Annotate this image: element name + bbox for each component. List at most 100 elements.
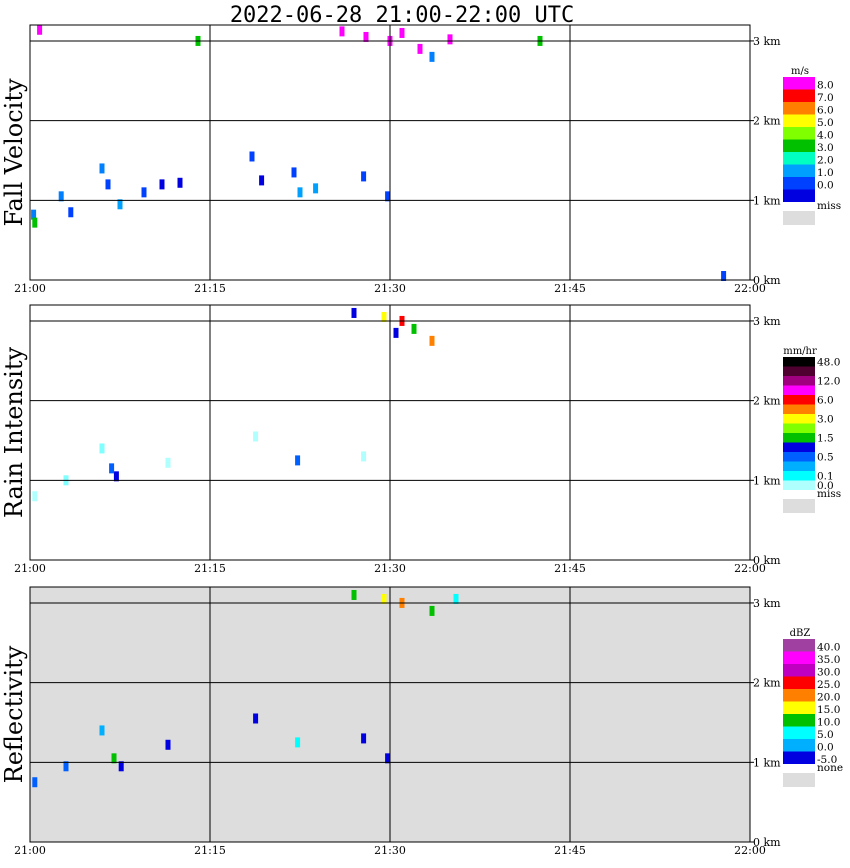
plot-frame (29, 304, 751, 561)
y-tick-label: 2 km (753, 395, 781, 408)
legend-unit: mm/hr (783, 346, 817, 357)
echo-mark (385, 753, 391, 764)
legend-label: 10.0 (817, 717, 840, 729)
echo-mark (295, 455, 301, 466)
x-tick-label: 21:00 (14, 844, 46, 857)
plot-frame (29, 586, 751, 843)
legend-swatch (783, 189, 815, 202)
legend-unit: m/s (791, 66, 809, 77)
legend-swatch (783, 471, 815, 481)
legend-swatch (783, 366, 815, 376)
y-tick-label: 2 km (753, 677, 781, 690)
echo-mark (58, 191, 64, 202)
y-tick-label: 3 km (753, 315, 781, 328)
legend-swatch (783, 152, 815, 165)
echo-mark (381, 311, 387, 322)
echo-mark (253, 431, 259, 442)
panel-ylabel: Reflectivity (0, 645, 28, 783)
y-tick-label: 2 km (753, 115, 781, 128)
panel-1: 21:00 21:15 21:30 21:45 22:000 km 1 km 2 km 3 k… (0, 24, 841, 295)
legend-label: 48.0 (817, 357, 840, 369)
legend-swatch (783, 177, 815, 190)
echo-mark (63, 761, 69, 772)
echo-mark (111, 753, 117, 764)
echo-mark (295, 737, 301, 748)
legend-swatch (783, 639, 815, 652)
legend-swatch (783, 433, 815, 443)
echo-mark (159, 179, 165, 190)
legend-label: 8.0 (817, 80, 834, 92)
x-tick-label: 21:45 (554, 562, 586, 575)
legend-swatch (783, 751, 815, 764)
panels: 21:00 21:15 21:30 21:45 22:000 km1 km2 km3 k… (0, 24, 843, 857)
legend-label: 0.0 (817, 742, 834, 754)
panel-3: 21:00 21:15 21:30 21:45 22:000 km 1 km 2 km 3 k… (0, 586, 843, 857)
echo-mark (105, 179, 111, 190)
echo-mark (361, 451, 367, 462)
legend-missing-label: miss (817, 488, 841, 500)
legend-label: 5.0 (817, 729, 834, 741)
x-tick-label: 22:00 (734, 844, 766, 857)
x-tick-label: 21:00 (14, 562, 46, 575)
echo-mark (32, 777, 38, 788)
echo-mark (381, 593, 387, 604)
echo-mark (32, 491, 38, 502)
legend-missing-label: none (817, 762, 843, 774)
legend-swatch (783, 404, 815, 414)
legend-swatch (783, 385, 815, 395)
legend-label: 0.1 (817, 471, 834, 483)
legend-swatch (783, 357, 815, 367)
y-tick-label: 1 km (753, 756, 781, 769)
legend-swatch (783, 664, 815, 677)
x-tick-label: 21:15 (194, 562, 226, 575)
echo-mark (165, 457, 171, 468)
x-tick-label: 21:30 (374, 282, 406, 295)
legend-swatch (783, 102, 815, 115)
legend-swatch (783, 77, 815, 90)
legend-swatch (783, 689, 815, 702)
x-tick-label: 21:30 (374, 562, 406, 575)
legend-swatch (783, 739, 815, 752)
echo-mark (429, 51, 435, 62)
legend-missing-swatch (783, 499, 815, 513)
echo-mark (393, 327, 399, 338)
echo-mark (99, 725, 105, 736)
legend-label: 0.0 (817, 480, 834, 492)
legend-swatch (783, 395, 815, 405)
y-tick-label: 0 km (753, 836, 781, 849)
legend-label: 7.0 (817, 92, 834, 104)
legend-swatch (783, 423, 815, 433)
echo-mark (447, 34, 453, 45)
echo-mark (117, 199, 123, 210)
echo-mark (351, 307, 357, 318)
legend-swatch (783, 127, 815, 140)
legend-swatch (783, 452, 815, 462)
legend-swatch (783, 480, 815, 490)
y-tick-label: 0 km (753, 554, 781, 567)
echo-mark (99, 163, 105, 174)
panel-2: 21:00 21:15 21:30 21:45 22:000 km 1 km 2 km 3 k… (0, 304, 841, 575)
echo-mark (99, 443, 105, 454)
x-tick-label: 22:00 (734, 282, 766, 295)
legend-label: 0.0 (817, 180, 834, 192)
x-tick-label: 21:30 (374, 844, 406, 857)
echo-mark (31, 209, 37, 220)
echo-mark (351, 589, 357, 600)
echo-mark (249, 151, 255, 162)
legend-swatch (783, 651, 815, 664)
legend-swatch (783, 676, 815, 689)
x-tick-label: 21:15 (194, 844, 226, 857)
echo-mark (297, 187, 303, 198)
echo-mark (361, 171, 367, 182)
echo-mark (417, 43, 423, 54)
legend-swatch (783, 714, 815, 727)
echo-mark (109, 463, 115, 474)
legend-label: 25.0 (817, 679, 840, 691)
echo-mark (177, 177, 183, 188)
legend-label: 3.0 (817, 142, 834, 154)
echo-mark (429, 335, 435, 346)
legend-swatch (783, 139, 815, 152)
legend-swatch (783, 89, 815, 102)
echo-mark (37, 24, 43, 35)
legend-swatch (783, 726, 815, 739)
